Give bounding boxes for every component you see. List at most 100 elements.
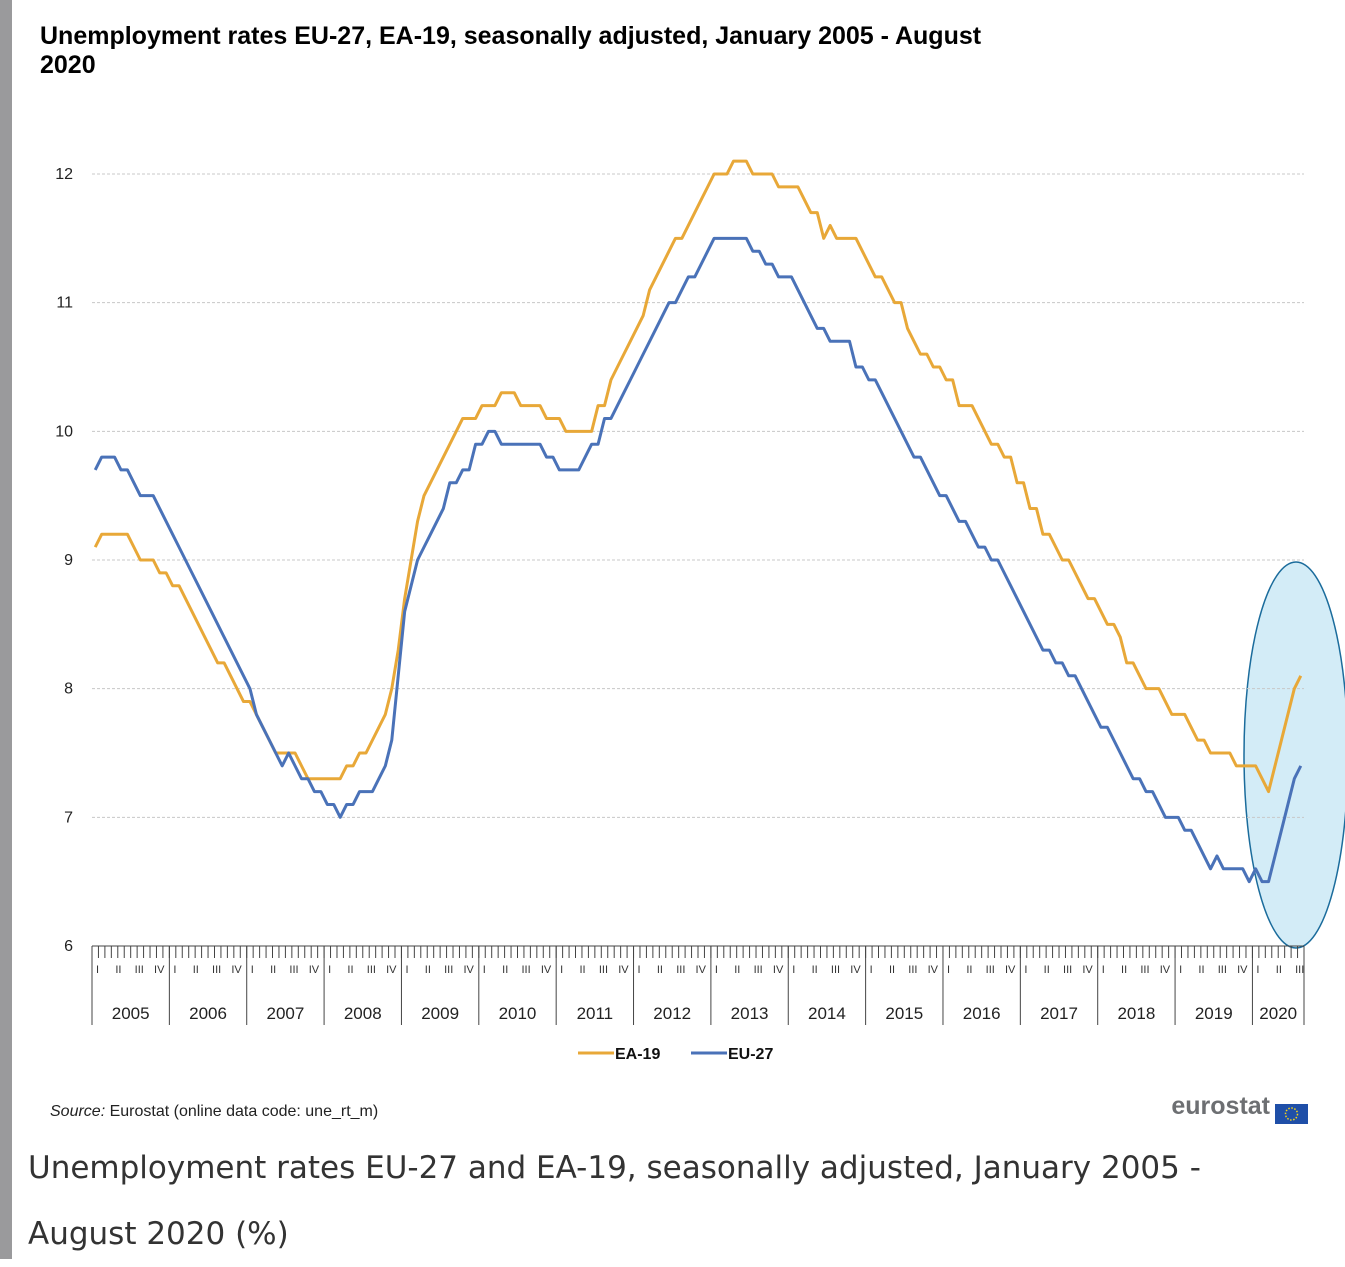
x-tick-label: 2006 [189,1004,227,1023]
quarter-label: IV [309,964,320,976]
quarter-label: III [367,964,376,976]
quarter-label: IV [850,964,861,976]
quarter-label: I [173,964,176,976]
x-tick-label: 2020 [1259,1004,1297,1023]
quarter-label: I [96,964,99,976]
caption: Unemployment rates EU-27 and EA-19, seas… [28,1150,1201,1252]
quarter-label: I [1256,964,1259,976]
quarter-label: II [812,964,818,976]
x-tick-label: 2018 [1117,1004,1155,1023]
y-tick-label: 10 [55,423,73,440]
x-tick-label: 2007 [266,1004,304,1023]
quarter-label: II [193,964,199,976]
quarter-label: II [1121,964,1127,976]
quarter-label: III [1140,964,1149,976]
quarter-label: IV [154,964,165,976]
quarter-label: IV [386,964,397,976]
chart-title: Unemployment rates EU-27, EA-19, seasona… [40,22,982,79]
y-tick-label: 11 [56,295,73,312]
quarter-label: II [657,964,663,976]
y-tick-label: 7 [64,809,73,826]
quarter-label: IV [463,964,474,976]
quarter-label: I [638,964,641,976]
x-tick-label: 2011 [577,1004,614,1023]
quarter-label: II [502,964,508,976]
quarter-label: III [444,964,453,976]
quarter-label: I [1102,964,1105,976]
quarter-label: III [212,964,221,976]
quarter-label: IV [1082,964,1093,976]
source: Source: Eurostat (online data code: une_… [50,1103,378,1120]
highlight-ellipse [1243,561,1345,949]
quarter-label: II [966,964,972,976]
quarter-label: II [889,964,895,976]
x-tick-label: 2008 [344,1004,382,1023]
quarter-label: IV [231,964,242,976]
x-tick-label: 2009 [421,1004,459,1023]
y-tick-label: 12 [55,166,73,183]
x-tick-label: 2013 [731,1004,769,1023]
quarter-label: I [483,964,486,976]
quarter-label: IV [1237,964,1248,976]
logo-flag [1275,1104,1308,1124]
y-tick-label: 9 [64,552,73,569]
quarter-label: II [734,964,740,976]
quarter-label: IV [773,964,784,976]
quarter-label: III [599,964,608,976]
chart: Source: Eurostat (online data code: une_… [50,159,1345,1124]
quarter-label: III [754,964,763,976]
quarter-label: I [947,964,950,976]
side-strip [0,0,12,1259]
quarter-label: II [425,964,431,976]
quarter-label: I [251,964,254,976]
quarter-label: IV [1160,964,1171,976]
logo-text: eurostat [1171,1092,1270,1120]
quarter-label: II [1198,964,1204,976]
quarter-label: I [870,964,873,976]
quarter-label: III [1218,964,1227,976]
quarter-label: II [270,964,276,976]
quarter-label: III [986,964,995,976]
quarter-label: I [328,964,331,976]
quarter-label: IV [618,964,629,976]
x-tick-label: 2017 [1040,1004,1078,1023]
quarter-label: IV [928,964,939,976]
quarter-label: I [1179,964,1182,976]
quarter-label: III [521,964,530,976]
quarter-label: II [347,964,353,976]
source-text: Eurostat (online data code: une_rt_m) [110,1103,379,1120]
x-tick-label: 2012 [653,1004,691,1023]
x-tick-label: 2010 [499,1004,537,1023]
quarter-label: I [792,964,795,976]
logo-stars [1284,1107,1299,1121]
quarter-label: III [831,964,840,976]
x-tick-label: 2019 [1195,1004,1233,1023]
quarter-label: II [1044,964,1050,976]
source-label: Source: [50,1103,105,1120]
series-line [93,236,1303,884]
quarter-label: I [715,964,718,976]
y-tick-label: 6 [64,938,73,955]
quarter-label: III [1063,964,1072,976]
quarter-label: III [908,964,917,976]
quarter-label: II [580,964,586,976]
quarter-label: IV [1005,964,1016,976]
y-tick-label: 8 [64,681,73,698]
x-tick-label: 2015 [885,1004,923,1023]
legend-label: EU-27 [728,1046,773,1063]
legend-label: EA-19 [615,1046,660,1063]
x-tick-label: 2005 [112,1004,150,1023]
quarter-label: IV [541,964,552,976]
quarter-label: III [1295,964,1304,976]
quarter-label: III [676,964,685,976]
quarter-label: I [560,964,563,976]
quarter-label: III [135,964,144,976]
x-tick-label: 2014 [808,1004,846,1023]
quarter-label: I [405,964,408,976]
quarter-label: III [289,964,298,976]
quarter-label: II [1276,964,1282,976]
quarter-label: II [115,964,121,976]
quarter-label: I [1024,964,1027,976]
